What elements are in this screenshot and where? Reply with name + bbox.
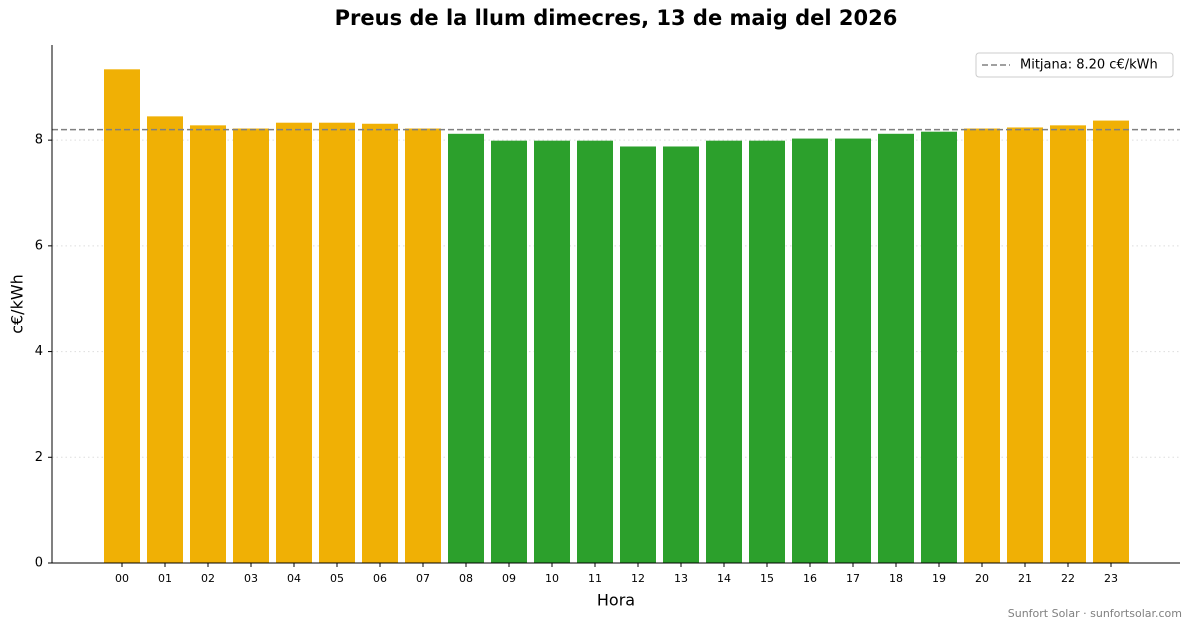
x-tick-label: 00	[115, 572, 129, 585]
bar	[491, 140, 527, 563]
bar	[1093, 120, 1129, 563]
x-tick-label: 08	[459, 572, 473, 585]
x-tick-label: 10	[545, 572, 559, 585]
x-tick-label: 02	[201, 572, 215, 585]
legend-box	[975, 52, 1174, 78]
y-tick-label: 2	[35, 450, 43, 465]
x-tick-label: 05	[330, 572, 344, 585]
bar	[620, 146, 656, 563]
x-tick-label: 23	[1104, 572, 1118, 585]
x-tick-label: 21	[1018, 572, 1032, 585]
x-tick-label: 20	[975, 572, 989, 585]
x-tick-label: 13	[674, 572, 688, 585]
bar	[233, 128, 269, 563]
x-tick-label: 04	[287, 572, 301, 585]
y-tick-label: 0	[35, 556, 43, 571]
bar	[319, 122, 355, 563]
x-tick-label: 17	[846, 572, 860, 585]
x-axis-label: Hora	[597, 591, 635, 610]
x-tick-label: 19	[932, 572, 946, 585]
x-tick-label: 14	[717, 572, 731, 585]
bar	[147, 116, 183, 563]
legend-label: Mitjana: 8.20 c€/kWh	[1020, 58, 1158, 73]
x-tick-label: 16	[803, 572, 817, 585]
bar	[104, 69, 140, 564]
x-tick-label: 09	[502, 572, 516, 585]
bar	[448, 133, 484, 564]
y-axis-label: c€/kWh	[8, 274, 27, 334]
y-tick-label: 8	[35, 133, 43, 148]
bar	[663, 146, 699, 563]
bar	[792, 138, 828, 564]
x-tick-label: 01	[158, 572, 172, 585]
x-tick-label: 11	[588, 572, 602, 585]
bar	[749, 140, 785, 563]
chart-title: Preus de la llum dimecres, 13 de maig de…	[335, 6, 898, 30]
x-tick-label: 22	[1061, 572, 1075, 585]
bar	[1050, 125, 1086, 563]
x-tick-label: 07	[416, 572, 430, 585]
bar	[577, 140, 613, 563]
x-tick-label: 12	[631, 572, 645, 585]
x-tick-label: 15	[760, 572, 774, 585]
bar	[534, 140, 570, 563]
footer: Sunfort Solar · sunfortsolar.com	[1008, 607, 1182, 620]
x-tick-label: 03	[244, 572, 258, 585]
bar	[878, 133, 914, 564]
bar	[276, 122, 312, 563]
bar	[964, 128, 1000, 563]
bar	[362, 123, 398, 563]
x-tick-label: 18	[889, 572, 903, 585]
y-tick-label: 4	[35, 344, 43, 359]
bar	[405, 128, 441, 563]
bar	[1007, 127, 1043, 563]
y-tick-label: 6	[35, 238, 43, 253]
bar	[190, 125, 226, 563]
bar	[835, 138, 871, 564]
bar	[706, 140, 742, 563]
bar	[921, 131, 957, 563]
x-tick-label: 06	[373, 572, 387, 585]
